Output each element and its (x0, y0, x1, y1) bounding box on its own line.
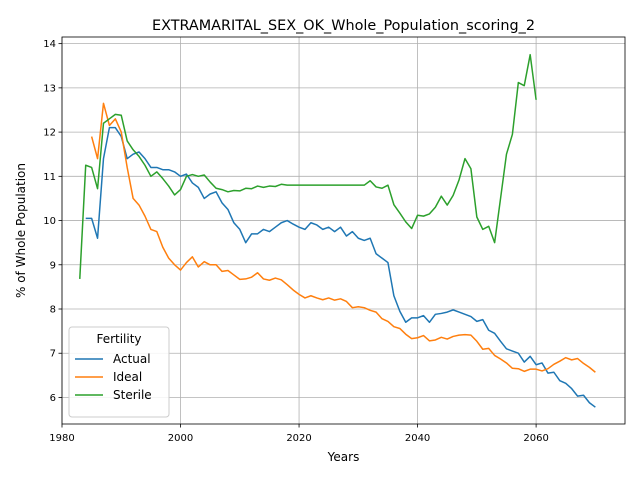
y-tick-label: 13 (43, 83, 56, 94)
plot-frame (61, 36, 626, 425)
legend-label-ideal: Ideal (113, 370, 142, 384)
x-tick-label: 2060 (523, 433, 548, 444)
x-axis-label: Years (327, 450, 360, 464)
y-axis: 6 7 8 9 10 11 12 13 14 (43, 39, 62, 404)
series-line-actual (85, 126, 596, 408)
x-tick-label: 2020 (286, 433, 311, 444)
x-tick-label: 2000 (168, 433, 193, 444)
gridlines (61, 37, 625, 424)
series-line-ideal (90, 102, 596, 373)
legend: Fertility Actual Ideal Sterile (68, 326, 170, 418)
y-tick-label: 12 (43, 128, 56, 139)
y-tick-label: 9 (50, 260, 56, 271)
legend-label-sterile: Sterile (113, 388, 152, 402)
legend-title: Fertility (96, 332, 141, 346)
chart-title: EXTRAMARITAL_SEX_OK_Whole_Population_sco… (152, 18, 535, 34)
y-axis-label: % of Whole Population (14, 163, 28, 298)
y-tick-label: 8 (50, 305, 56, 316)
series-line-sterile (79, 53, 537, 279)
y-tick-label: 10 (43, 216, 56, 227)
y-tick-label: 6 (50, 393, 56, 404)
legend-label-actual: Actual (113, 352, 151, 366)
x-tick-label: 2040 (405, 433, 430, 444)
y-tick-label: 11 (43, 172, 56, 183)
x-axis: 1980 2000 2020 2040 2060 (49, 424, 549, 444)
series-lines (79, 53, 596, 408)
x-tick-label: 1980 (49, 433, 74, 444)
y-tick-label: 7 (50, 349, 56, 360)
y-tick-label: 14 (43, 39, 56, 50)
